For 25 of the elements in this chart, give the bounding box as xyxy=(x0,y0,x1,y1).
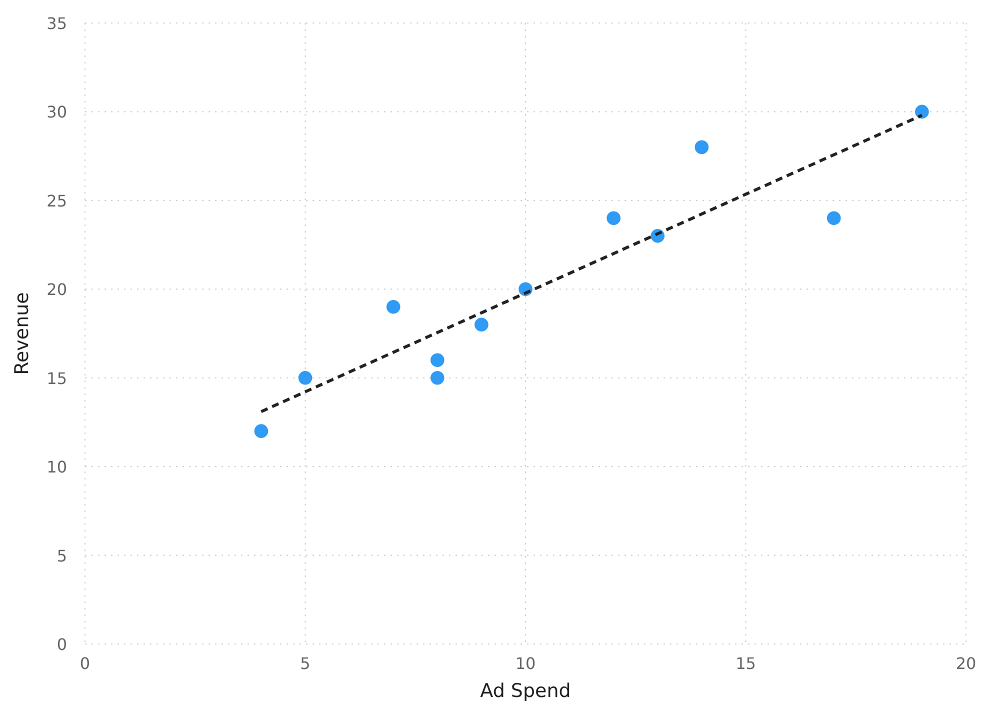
y-tick-label: 20 xyxy=(46,280,67,300)
point xyxy=(915,104,929,119)
x-tick-label: 5 xyxy=(300,654,310,673)
x-tick-label: 10 xyxy=(515,654,536,673)
y-tick-label: 25 xyxy=(46,191,67,210)
y-tick-label: 15 xyxy=(46,368,67,388)
point xyxy=(430,370,444,385)
y-axis-title: Revenue xyxy=(11,292,33,375)
point xyxy=(606,211,621,226)
x-axis-title: Ad Spend xyxy=(480,680,571,702)
x-tick-label: 20 xyxy=(956,654,976,673)
x-tick-label: 0 xyxy=(80,654,90,673)
y-tick-label: 10 xyxy=(46,458,67,477)
point xyxy=(474,318,488,332)
point xyxy=(254,424,268,438)
x-tick-label: 15 xyxy=(736,654,756,673)
point xyxy=(430,353,444,368)
y-tick-label: 5 xyxy=(56,546,67,566)
y-tick-label: 30 xyxy=(46,102,67,122)
point xyxy=(298,370,312,385)
point xyxy=(386,300,400,314)
y-tick-label: 0 xyxy=(56,635,67,654)
y-tick-label: 35 xyxy=(46,14,67,33)
point xyxy=(826,211,841,226)
point xyxy=(694,140,709,154)
